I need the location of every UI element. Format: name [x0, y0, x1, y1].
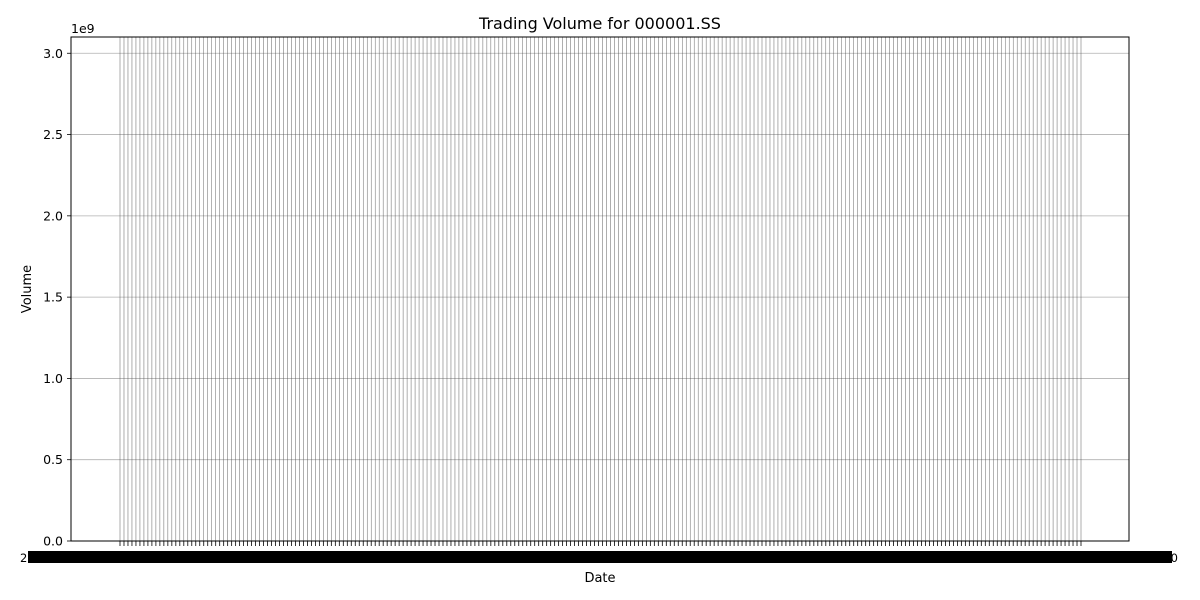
y-tick-label: 0.0: [43, 534, 63, 549]
bars: [119, 37, 1082, 541]
y-tick-label: 0.5: [43, 452, 63, 467]
x-tick-labels-overlap: [28, 551, 1172, 563]
y-axis-label: Volume: [20, 265, 35, 313]
y-tick-label: 2.0: [43, 208, 63, 223]
x-axis-label: Date: [584, 571, 615, 586]
x-tick-label-first: 2: [20, 551, 27, 565]
y-tick-label: 2.5: [43, 127, 63, 142]
y-ticks: 0.0 0.5 1.0 1.5 2.0 2.5 3.0: [43, 46, 71, 549]
y-tick-label: 1.5: [43, 290, 63, 305]
y-tick-label: 1.0: [43, 371, 63, 386]
x-ticks: [28, 541, 1172, 563]
y-tick-label: 3.0: [43, 46, 63, 61]
chart-title: Trading Volume for 000001.SS: [478, 14, 721, 33]
y-axis-multiplier: 1e9: [71, 21, 95, 36]
x-tick-label-last: 0: [1171, 551, 1178, 565]
plot-frame: [70, 36, 1130, 542]
